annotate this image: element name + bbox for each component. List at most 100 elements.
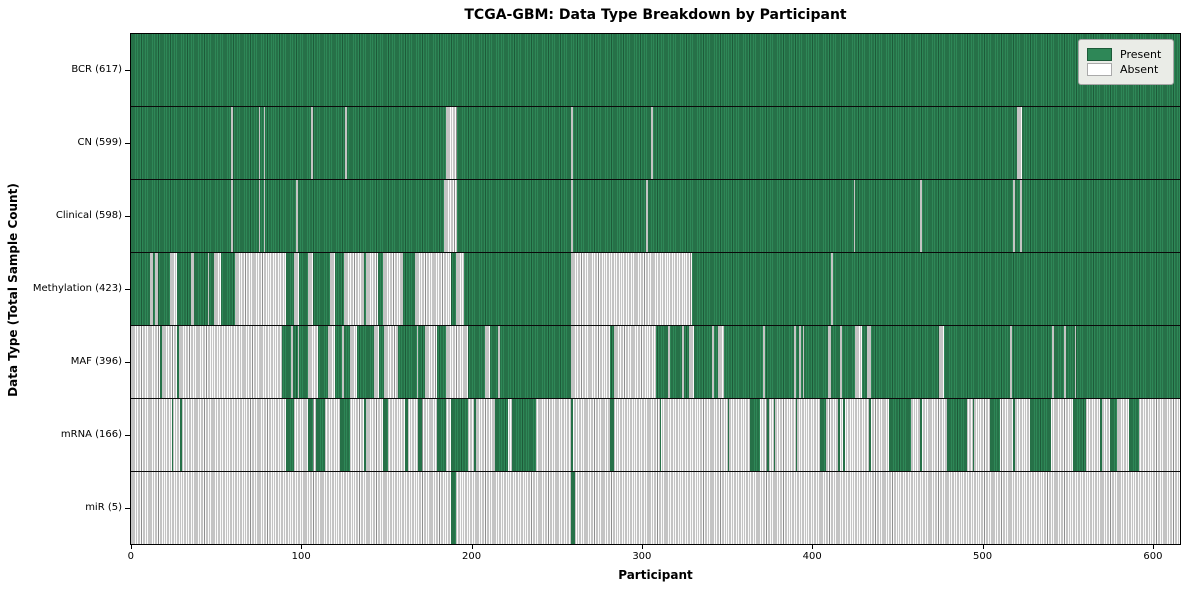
absent-segment [717, 326, 725, 398]
plot-area: Present Absent [130, 33, 1181, 545]
heatmap-row-miR [131, 471, 1180, 544]
absent-segment [365, 253, 378, 325]
x-tick-mark [812, 545, 814, 549]
present-segment [1030, 399, 1051, 471]
absent-segment [1020, 180, 1022, 252]
y-tick-mark [125, 508, 130, 510]
present-segment [727, 399, 730, 471]
present-segment [571, 399, 574, 471]
absent-segment [651, 107, 653, 179]
absent-segment [839, 326, 842, 398]
absent-segment [571, 326, 611, 398]
absent-segment [343, 253, 364, 325]
absent-segment [350, 326, 358, 398]
present-segment [285, 399, 295, 471]
x-tick-label: 200 [461, 551, 482, 562]
legend-label-absent: Absent [1120, 63, 1159, 76]
x-tick-mark [130, 545, 132, 549]
absent-segment [1016, 107, 1022, 179]
x-tick-mark [301, 545, 303, 549]
present-segment [382, 399, 388, 471]
absent-segment [571, 253, 693, 325]
present-segment [511, 399, 536, 471]
absent-segment [763, 326, 766, 398]
absent-segment [681, 326, 684, 398]
absent-segment [258, 180, 261, 252]
y-tick-mark [125, 142, 130, 144]
present-segment [571, 472, 575, 544]
absent-segment [571, 107, 574, 179]
heatmap-row-mRNA [131, 398, 1180, 471]
heatmap-row-MAF [131, 325, 1180, 398]
present-swatch [1087, 48, 1112, 61]
present-segment [843, 399, 846, 471]
present-segment [749, 399, 761, 471]
heatmap-row-CN [131, 106, 1180, 179]
heatmap-row-BCR [131, 34, 1180, 106]
absent-segment [294, 253, 300, 325]
absent-segment [828, 326, 832, 398]
y-tick-label: miR (5) [85, 502, 122, 514]
absent-swatch [1087, 63, 1112, 76]
absent-segment [263, 107, 266, 179]
present-segment [450, 472, 456, 544]
absent-segment [1013, 180, 1016, 252]
absent-segment [613, 326, 657, 398]
present-segment [919, 399, 922, 471]
absent-segment [853, 180, 856, 252]
present-segment [437, 399, 446, 471]
chart-title: TCGA-GBM: Data Type Breakdown by Partici… [464, 7, 847, 23]
present-segment [307, 399, 313, 471]
absent-segment [295, 180, 298, 252]
absent-segment [867, 326, 871, 398]
absent-segment [484, 326, 490, 398]
present-segment [474, 399, 477, 471]
legend-item-present: Present [1087, 48, 1165, 61]
absent-segment [290, 326, 293, 398]
absent-segment [328, 326, 336, 398]
absent-segment [311, 107, 313, 179]
absent-segment [425, 326, 438, 398]
present-segment [180, 399, 182, 471]
absent-segment [712, 326, 715, 398]
absent-segment [345, 107, 347, 179]
absent-segment [329, 253, 335, 325]
present-segment [340, 399, 351, 471]
absent-segment [374, 326, 380, 398]
y-tick-mark [125, 289, 130, 290]
absent-segment [1052, 326, 1055, 398]
absent-segment [307, 326, 318, 398]
x-tick-label: 0 [127, 551, 135, 562]
x-tick-mark [641, 545, 643, 549]
absent-segment [170, 253, 177, 325]
present-segment [1110, 399, 1118, 471]
absent-segment [161, 326, 177, 398]
absent-segment [1064, 326, 1067, 398]
absent-segment [234, 253, 286, 325]
present-segment [1072, 399, 1087, 471]
present-segment [418, 399, 422, 471]
absent-segment [258, 107, 261, 179]
absent-segment [414, 253, 451, 325]
present-segment [838, 399, 840, 471]
present-segment [989, 399, 1000, 471]
x-tick-label: 300 [632, 551, 652, 562]
absent-segment [231, 107, 233, 179]
absent-segment [445, 107, 458, 179]
y-tick-mark [125, 435, 130, 437]
legend-item-absent: Absent [1087, 63, 1165, 76]
present-segment [659, 399, 662, 471]
absent-segment [190, 253, 194, 325]
absent-segment [831, 253, 834, 325]
absent-segment [938, 326, 944, 398]
absent-segment [794, 326, 796, 398]
absent-segment [571, 180, 574, 252]
present-segment [868, 399, 871, 471]
y-tick-label: mRNA (166) [60, 429, 122, 441]
present-segment [450, 399, 468, 471]
absent-segment [445, 326, 468, 398]
present-segment [494, 399, 509, 471]
y-tick-label: MAF (396) [70, 356, 122, 368]
x-tick-label: 400 [802, 551, 822, 562]
absent-segment [416, 326, 419, 398]
